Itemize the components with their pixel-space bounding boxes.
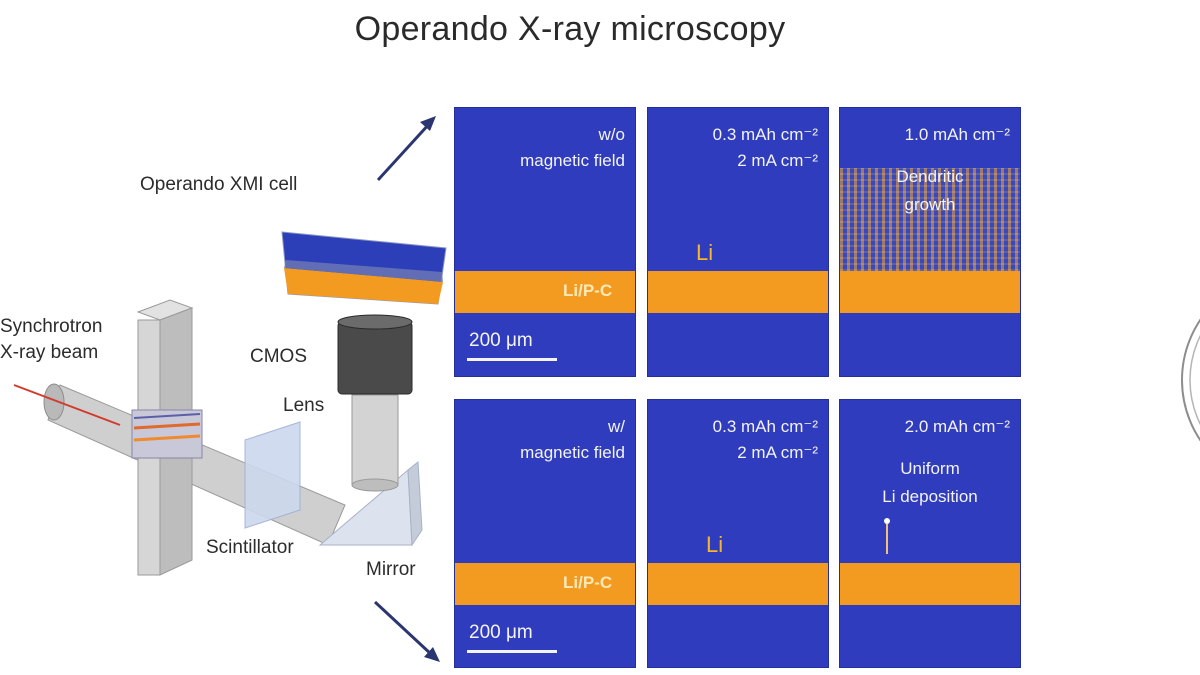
dendrite-region: [840, 168, 1020, 271]
scale-bar: [467, 650, 557, 653]
panel-bottom-3-line3: Li deposition: [882, 487, 978, 506]
cmos-label: CMOS: [250, 346, 307, 367]
panel-bottom-2-line1: 0.3 mAh cm⁻²: [712, 417, 818, 436]
panel-top-3-line2: Dendritic: [896, 167, 964, 186]
cropped-circular-inset: [1181, 318, 1200, 442]
panel-top-2-line2: 2 mA cm⁻²: [737, 151, 818, 170]
panel-top-1-material: Li/P-C: [563, 281, 613, 300]
panel-top-1-scale-label: 200 μm: [469, 330, 533, 351]
panel-top-2-li-label: Li: [696, 240, 714, 265]
electrode-band: [648, 563, 828, 605]
panel-bottom-2-line2: 2 mA cm⁻²: [737, 443, 818, 462]
panel-top-1: w/o magnetic field Li/P-C 200 μm: [455, 108, 635, 376]
panel-bottom-2-li-label: Li: [706, 532, 724, 557]
panel-bottom-3-line1: 2.0 mAh cm⁻²: [904, 417, 1010, 436]
panel-bottom-1-scale-label: 200 μm: [469, 622, 533, 643]
panel-top-2-line1: 0.3 mAh cm⁻²: [712, 125, 818, 144]
xmi-cell-image: [281, 231, 447, 305]
scintillator-label: Scintillator: [206, 537, 294, 558]
panel-bottom-1: w/ magnetic field Li/P-C 200 μm: [455, 400, 635, 667]
lens-column: [351, 394, 399, 492]
panel-top-3-line1: 1.0 mAh cm⁻²: [904, 125, 1010, 144]
mirror-label: Mirror: [366, 559, 416, 580]
scintillator-plate: [244, 421, 301, 529]
panel-top-3-line3: growth: [904, 195, 956, 214]
electrode-band: [840, 271, 1020, 313]
panel-bottom-1-line2: magnetic field: [520, 443, 625, 462]
page-title: Operando X-ray microscopy: [354, 10, 786, 48]
electrode-band: [648, 271, 828, 313]
microscopy-setup-diagram: [13, 116, 447, 662]
synchrotron-label-line2: X-ray beam: [0, 342, 99, 363]
panel-bottom-1-material: Li/P-C: [563, 573, 613, 592]
panel-bottom-3: 2.0 mAh cm⁻² Uniform Li deposition: [840, 400, 1020, 667]
marker-line: [886, 524, 888, 554]
arrow-to-bottom-row: [373, 600, 440, 662]
arrow-to-top-row: [376, 116, 436, 182]
synchrotron-label-line1: Synchrotron: [0, 316, 103, 337]
panel-top-3: 1.0 mAh cm⁻² Dendritic growth: [840, 108, 1020, 376]
panel-top-2: 0.3 mAh cm⁻² 2 mA cm⁻² Li: [648, 108, 828, 376]
panel-top-1-line2: magnetic field: [520, 151, 625, 170]
cmos-camera: [337, 314, 413, 395]
panel-bottom-2: 0.3 mAh cm⁻² 2 mA cm⁻² Li: [648, 400, 828, 667]
electrode-band: [455, 271, 635, 313]
sample-holder: [131, 299, 203, 576]
scale-bar: [467, 358, 557, 361]
cell-label: Operando XMI cell: [140, 174, 298, 195]
marker-dot: [884, 518, 890, 524]
electrode-band: [455, 563, 635, 605]
electrode-band: [840, 563, 1020, 605]
panel-bottom-3-line2: Uniform: [900, 459, 960, 478]
lens-label: Lens: [283, 395, 325, 416]
panel-top-1-line1: w/o: [598, 125, 625, 144]
panel-bottom-1-line1: w/: [608, 417, 625, 436]
